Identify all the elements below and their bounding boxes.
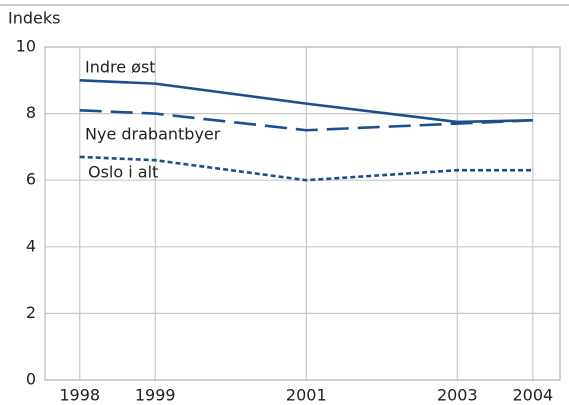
x-tick-label: 1999 <box>135 386 176 405</box>
x-tick-label: 2004 <box>512 386 553 405</box>
y-tick-label: 4 <box>26 236 36 255</box>
x-tick-label: 2001 <box>286 386 327 405</box>
series-line <box>79 108 533 132</box>
y-tick-label: 8 <box>26 103 36 122</box>
y-tick-label: 6 <box>26 170 36 189</box>
y-tick-label: 0 <box>26 370 36 389</box>
series-label: Nye drabantbyer <box>85 125 221 144</box>
series-label: Indre øst <box>85 58 156 77</box>
y-tick-label: 2 <box>26 303 36 322</box>
y-axis-label: Indeks <box>8 9 60 28</box>
x-tick-label: 1998 <box>59 386 100 405</box>
x-tick-label: 2003 <box>437 386 478 405</box>
series-line <box>79 155 533 182</box>
series-label: Oslo i alt <box>88 163 158 182</box>
plot-frame <box>44 46 561 381</box>
y-tick-label: 10 <box>16 37 36 56</box>
